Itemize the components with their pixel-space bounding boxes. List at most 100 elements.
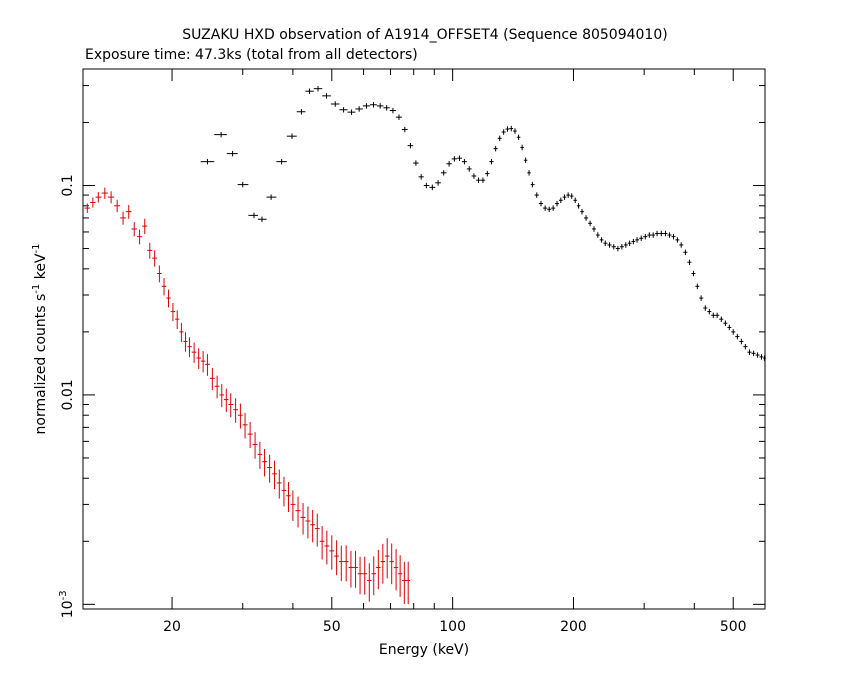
data-point [310,509,315,543]
data-point [166,289,171,308]
x-tick-label: 50 [323,619,341,635]
data-point [418,174,424,180]
data-point [305,506,311,539]
data-point [238,403,243,429]
y-axis-label-mid: keV [33,253,49,284]
data-point [534,192,539,198]
data-point [711,312,716,319]
data-point [643,233,648,240]
data-point [272,460,277,490]
data-point [707,308,712,315]
data-point [389,107,396,114]
data-point [262,448,268,477]
data-point [295,496,301,528]
data-point [376,103,384,109]
data-point [580,208,585,215]
data-point [505,126,510,132]
data-point [513,128,517,134]
data-point [647,232,652,238]
data-point [276,469,282,499]
data-point [157,265,162,283]
data-point [659,230,664,237]
data-point [543,205,548,211]
data-point [324,530,330,565]
y-axis-label-sup2: -1 [31,244,42,254]
data-point [489,158,494,165]
data-point [357,556,363,595]
data-point [281,476,287,507]
data-point [131,222,137,237]
data-point [362,103,370,109]
series-1 [84,187,411,605]
data-point [136,229,143,245]
data-point [671,233,676,240]
data-point [385,538,390,579]
data-point [233,398,239,423]
x-axis-label: Energy (keV) [379,642,469,658]
y-tick-label: 10-3 [58,590,76,618]
data-point [631,238,636,245]
data-point [555,200,559,207]
data-point [200,351,206,373]
data-point [200,158,215,165]
y-axis-tick-labels: 0.1 0.01 10-3 [58,174,76,618]
chart-title: SUZAKU HXD observation of A1914_OFFSET4 … [182,27,667,43]
data-point [348,551,354,588]
data-point [573,197,577,204]
data-point [367,563,372,602]
data-point [679,242,684,248]
y-axis-ticks [83,85,765,605]
data-point [152,250,158,267]
data-point [639,235,644,242]
data-point [286,481,291,512]
data-point [242,412,248,439]
data-point [290,490,296,521]
data-point [562,194,567,200]
y-tick-label: 0.1 [60,174,76,196]
data-point [248,212,258,219]
data-point [183,332,188,352]
data-point [266,194,277,200]
data-point [607,242,612,248]
data-point [523,157,528,164]
data-point [228,393,234,418]
data-point [196,348,201,370]
data-point [595,232,600,238]
data-point [446,161,452,167]
data-point [619,244,624,250]
data-point [214,131,227,138]
data-point [480,177,486,183]
data-point [267,454,273,483]
y-axis-label-sup1: -1 [31,284,42,294]
data-point [398,555,403,597]
data-point [338,545,344,582]
x-tick-label: 500 [720,619,747,635]
data-point [747,349,752,355]
data-point [501,129,506,135]
data-point [558,197,563,204]
data-point [675,237,680,243]
data-point [90,197,96,208]
data-point [114,199,121,213]
data-point [627,240,632,247]
data-point [703,305,708,311]
data-point [329,535,335,570]
data-point [305,88,314,94]
data-point [179,322,184,342]
data-point [727,324,732,331]
data-point [538,200,544,207]
data-point [314,513,320,547]
data-point [497,135,502,142]
data-point [461,158,467,165]
data-point [743,343,748,350]
data-point [566,192,570,198]
data-point [635,237,640,243]
data-point [695,283,700,290]
data-point [466,166,472,172]
data-point [252,432,258,459]
data-point [257,441,263,469]
data-point [699,295,704,301]
data-point [330,101,340,107]
data-point [214,375,220,399]
data-point [224,388,229,413]
